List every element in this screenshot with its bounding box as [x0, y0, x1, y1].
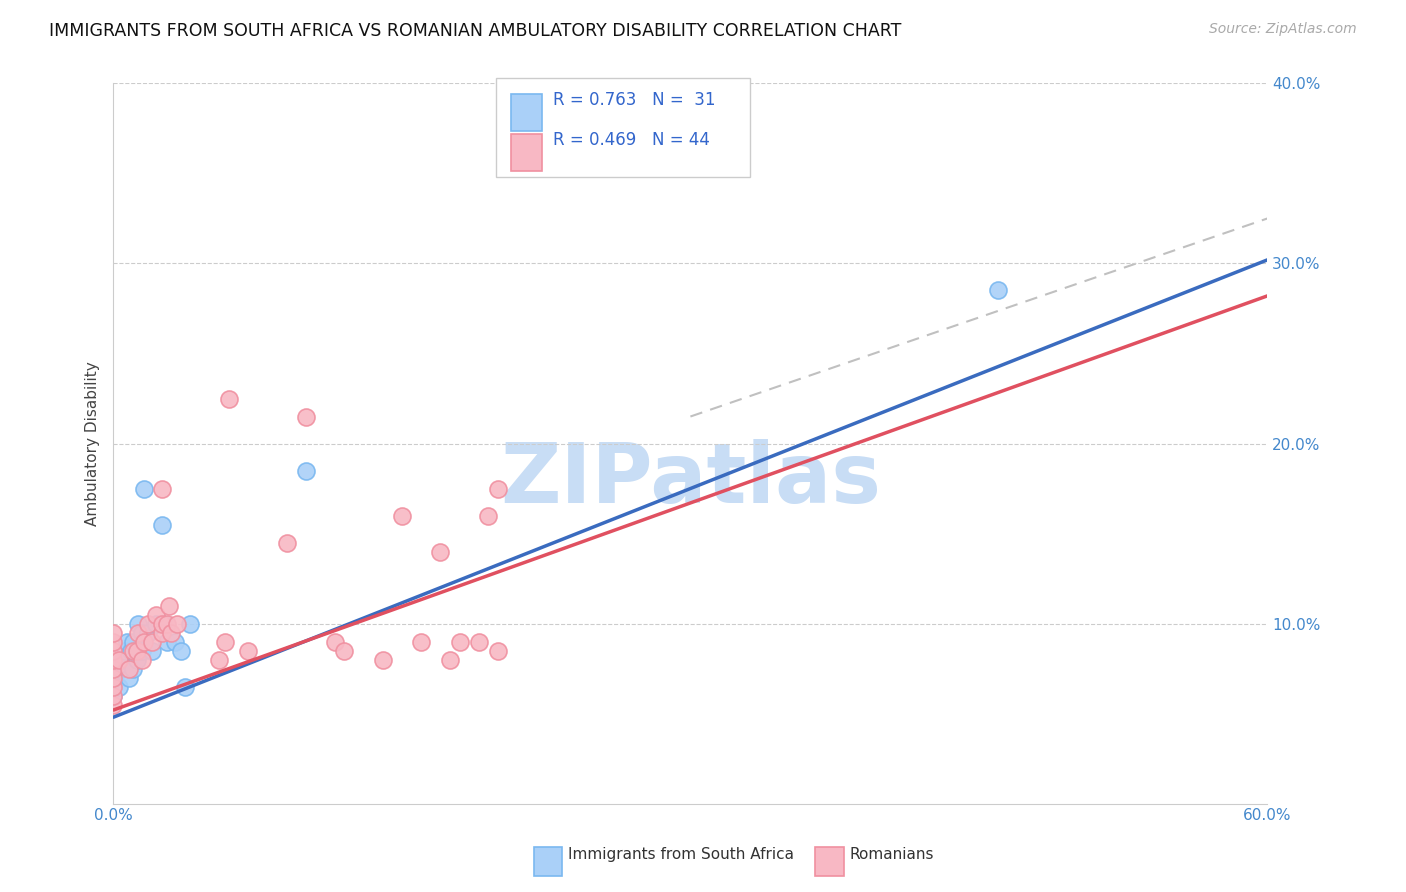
Text: Romanians: Romanians	[849, 847, 934, 863]
Y-axis label: Ambulatory Disability: Ambulatory Disability	[86, 361, 100, 526]
Text: Source: ZipAtlas.com: Source: ZipAtlas.com	[1209, 22, 1357, 37]
Point	[131, 625, 153, 640]
Point	[141, 634, 163, 648]
Point	[121, 643, 143, 657]
Text: IMMIGRANTS FROM SOUTH AFRICA VS ROMANIAN AMBULATORY DISABILITY CORRELATION CHART: IMMIGRANTS FROM SOUTH AFRICA VS ROMANIAN…	[49, 22, 901, 40]
Point	[121, 634, 143, 648]
Point	[323, 634, 346, 648]
Point	[128, 625, 150, 640]
Point	[115, 634, 138, 648]
Point	[218, 392, 240, 406]
Point	[214, 634, 236, 648]
Point	[333, 643, 356, 657]
Point	[103, 689, 125, 703]
Point	[150, 625, 173, 640]
Point	[294, 464, 316, 478]
Point	[150, 616, 173, 631]
Point	[118, 662, 141, 676]
Point	[429, 544, 451, 558]
Point	[118, 671, 141, 685]
Point	[987, 284, 1010, 298]
Point	[156, 634, 179, 648]
Point	[103, 680, 125, 694]
Point	[131, 652, 153, 666]
Point	[103, 680, 125, 694]
Point	[236, 643, 259, 657]
Text: R = 0.763   N =  31: R = 0.763 N = 31	[553, 91, 716, 109]
Point	[121, 662, 143, 676]
Point	[150, 482, 173, 496]
Point	[145, 616, 167, 631]
Point	[208, 652, 231, 666]
Point	[103, 652, 125, 666]
Point	[141, 643, 163, 657]
Point	[439, 652, 461, 666]
Point	[125, 652, 148, 666]
Point	[150, 517, 173, 532]
Point	[112, 652, 135, 666]
Point	[134, 482, 156, 496]
Point	[486, 643, 509, 657]
Text: R = 0.469   N = 44: R = 0.469 N = 44	[553, 131, 710, 149]
Point	[391, 508, 413, 523]
Point	[136, 616, 159, 631]
Point	[371, 652, 394, 666]
Point	[163, 634, 186, 648]
Point	[160, 625, 183, 640]
Point	[125, 643, 148, 657]
Point	[449, 634, 471, 648]
Point	[166, 616, 188, 631]
Point	[152, 616, 174, 631]
Point	[103, 689, 125, 703]
Point	[114, 643, 136, 657]
Point	[294, 409, 316, 424]
Point	[468, 634, 491, 648]
Point	[108, 680, 131, 694]
Text: ZIPatlas: ZIPatlas	[501, 439, 882, 520]
Point	[103, 625, 125, 640]
Point	[120, 643, 142, 657]
Point	[103, 643, 125, 657]
Point	[145, 607, 167, 622]
Point	[134, 634, 156, 648]
Point	[103, 671, 125, 685]
Point	[170, 643, 193, 657]
Point	[108, 652, 131, 666]
Point	[179, 616, 201, 631]
Point	[477, 508, 499, 523]
Point	[103, 662, 125, 676]
Point	[276, 535, 298, 549]
Point	[136, 625, 159, 640]
Point	[103, 671, 125, 685]
Point	[411, 634, 433, 648]
Point	[103, 634, 125, 648]
Point	[486, 482, 509, 496]
Point	[103, 698, 125, 712]
Point	[156, 616, 179, 631]
Point	[157, 599, 180, 613]
Point	[110, 662, 132, 676]
Point	[103, 652, 125, 666]
Point	[173, 680, 195, 694]
Point	[131, 643, 153, 657]
Point	[128, 616, 150, 631]
Text: Immigrants from South Africa: Immigrants from South Africa	[568, 847, 794, 863]
Point	[103, 662, 125, 676]
